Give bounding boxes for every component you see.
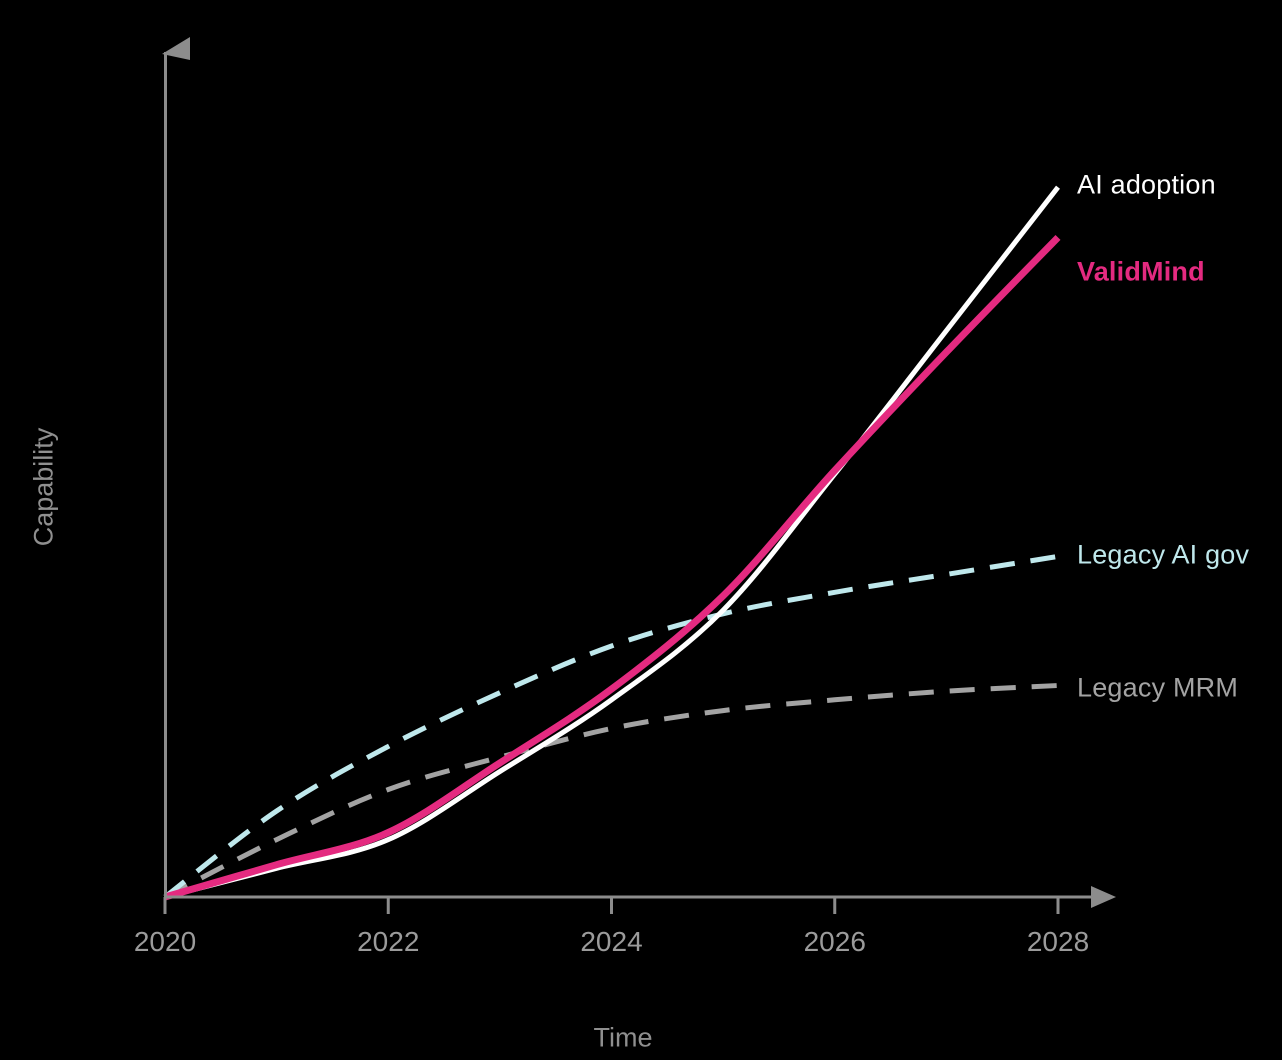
chart-curves [163,185,1061,901]
series-label-ai-adoption: AI adoption [1077,169,1216,200]
curve-validmind [164,234,1061,901]
x-axis-tick-marks [163,897,1060,914]
curve-ai-adoption [164,185,1060,900]
x-tick-label-2026: 2026 [803,926,866,957]
x-tick-label-2028: 2028 [1026,926,1090,957]
curve-legacy-ai-gov [163,553,1059,899]
y-axis-arrowhead-icon [162,37,190,60]
x-tick-label-2022: 2022 [357,926,420,957]
x-tick-label-2024: 2024 [580,926,643,957]
series-label-legacy-ai-gov: Legacy AI gov [1077,539,1250,570]
series-label-validmind: ValidMind [1077,256,1205,287]
x-axis-arrowhead-icon [1091,886,1116,908]
x-tick-label-2020: 2020 [133,926,197,957]
x-axis-title: Time [593,1022,653,1053]
series-label-legacy-mrm: Legacy MRM [1077,672,1239,703]
curve-legacy-mrm [163,683,1059,900]
y-axis-title: Capability [28,427,59,547]
